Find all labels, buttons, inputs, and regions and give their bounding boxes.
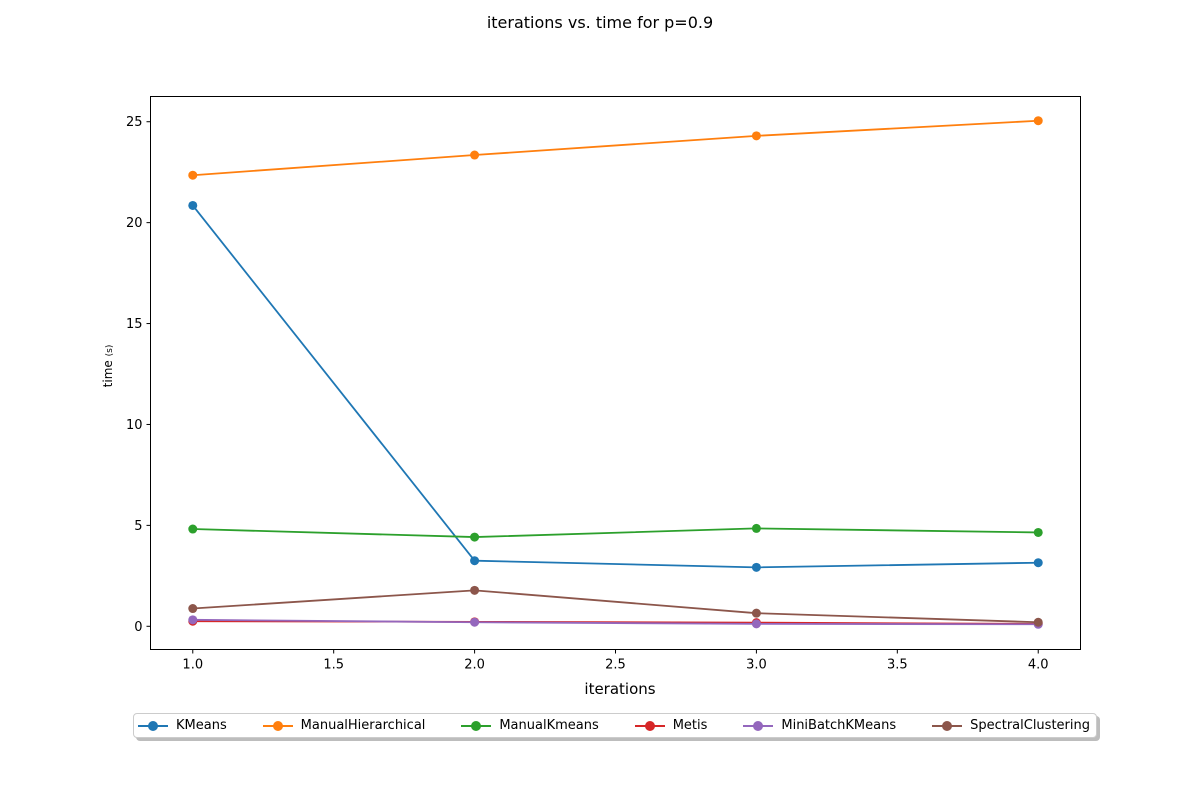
legend-item-kmeans: KMeans (138, 718, 227, 733)
data-point-spectralclustering (751, 608, 761, 618)
legend-label: MiniBatchKMeans (781, 718, 897, 733)
series-manualkmeans (188, 523, 1043, 542)
data-point-kmeans (188, 200, 198, 210)
legend-item-manualhierarchical: ManualHierarchical (262, 718, 426, 733)
legend-item-minibatchkmeans: MiniBatchKMeans (743, 718, 896, 733)
data-point-manualhierarchical (1033, 116, 1043, 126)
legend-swatch (461, 720, 492, 732)
plot-frame (150, 96, 1081, 650)
x-tick-label: 2.5 (605, 658, 626, 673)
x-axis-ticks: 1.0 1.5 2.0 2.5 3.0 3.5 4.0 (182, 649, 1049, 673)
chart-legend: KMeans ManualHierarchical ManualKmeans Meti… (133, 713, 1097, 738)
legend-label: KMeans (176, 718, 227, 733)
x-tick-label: 1.5 (323, 658, 344, 673)
legend-swatch-marker (753, 720, 764, 731)
data-point-manualkmeans (188, 524, 198, 534)
x-tick-label: 1.0 (182, 658, 203, 673)
series-line-manualkmeans (192, 527, 1039, 538)
legend-item-spectralclustering: SpectralClustering (932, 718, 1090, 733)
y-tick-label: 10 (126, 418, 143, 433)
data-point-kmeans (751, 562, 761, 572)
x-tick-label: 3.5 (887, 658, 908, 673)
chart-title: iterations vs. time for p=0.9 (0, 13, 1200, 32)
series-line-manualhierarchical (192, 119, 1039, 177)
series-manualhierarchical (188, 116, 1043, 180)
x-axis-label: iterations (584, 680, 656, 698)
legend-label: Metis (672, 718, 708, 733)
legend-label: ManualKmeans (499, 718, 599, 733)
y-axis-label-unit: (s) (105, 344, 115, 357)
legend-swatch (634, 720, 665, 732)
data-point-manualkmeans (751, 523, 761, 533)
data-point-manualhierarchical (751, 131, 761, 141)
x-tick-label: 3.0 (746, 658, 767, 673)
series-line-kmeans (192, 204, 1039, 569)
series-line-spectralclustering (192, 589, 1039, 624)
legend-swatch-marker (942, 720, 953, 731)
legend-swatch (138, 720, 168, 732)
data-point-manualkmeans (1033, 527, 1043, 537)
series-kmeans (188, 200, 1043, 572)
legend-item-metis: Metis (634, 718, 708, 733)
data-point-kmeans (1033, 558, 1043, 568)
legend-swatch-marker (148, 720, 158, 731)
legend-swatch (932, 720, 963, 732)
data-point-minibatchkmeans (470, 617, 480, 627)
data-point-minibatchkmeans (751, 619, 761, 629)
series-line-minibatchkmeans (192, 618, 1039, 626)
series-group (188, 116, 1043, 629)
y-tick-label: 15 (126, 317, 143, 332)
legend-swatch (262, 720, 293, 732)
y-axis-ticks: 0 5 10 15 20 25 (126, 115, 151, 635)
y-tick-label: 20 (126, 216, 143, 231)
legend-swatch-marker (644, 720, 655, 731)
data-point-spectralclustering (470, 585, 480, 595)
data-point-minibatchkmeans (188, 615, 198, 625)
y-tick-label: 0 (134, 620, 142, 635)
legend-label: SpectralClustering (970, 718, 1090, 733)
plot-area (150, 96, 1081, 650)
y-axis-label: time (s) (101, 345, 115, 388)
x-tick-label: 4.0 (1028, 658, 1049, 673)
legend-swatch-marker (272, 720, 283, 731)
data-point-kmeans (470, 556, 480, 566)
chart-title-part2: vs. time for p=0.9 (562, 13, 714, 32)
legend-label: ManualHierarchical (300, 718, 426, 733)
data-point-manualhierarchical (470, 150, 480, 160)
x-tick-label: 2.0 (464, 658, 485, 673)
y-tick-label: 25 (126, 115, 143, 130)
y-axis-label-main: time (101, 360, 115, 388)
legend-item-manualkmeans: ManualKmeans (461, 718, 599, 733)
legend-swatch (743, 720, 774, 732)
y-tick-label: 5 (134, 519, 142, 534)
data-point-spectralclustering (188, 604, 198, 614)
data-point-manualhierarchical (188, 170, 198, 180)
series-spectralclustering (188, 585, 1043, 627)
data-point-spectralclustering (1033, 617, 1043, 627)
legend-swatch-marker (471, 720, 482, 731)
chart-title-part1: iterations (486, 13, 563, 32)
data-point-manualkmeans (470, 532, 480, 542)
